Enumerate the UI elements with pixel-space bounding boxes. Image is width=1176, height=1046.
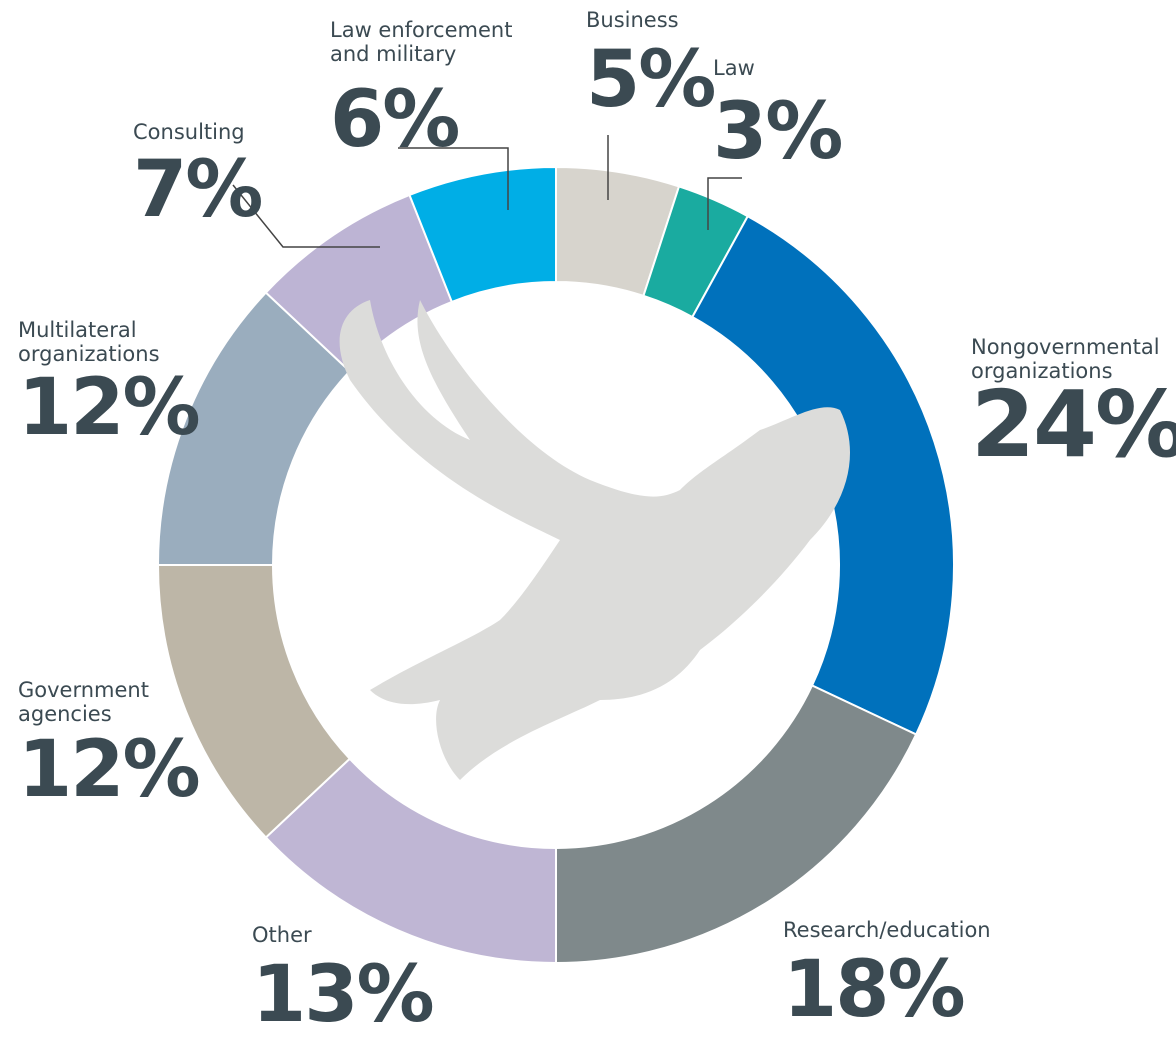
value-label: 3%: [713, 92, 841, 172]
value-label: 18%: [783, 950, 964, 1030]
value-label: 13%: [252, 955, 433, 1035]
category-label: Consulting: [133, 120, 273, 144]
value-label: 12%: [18, 368, 199, 448]
value-label: 12%: [18, 730, 199, 810]
category-label: Law enforcement and military: [330, 18, 550, 66]
category-label: Government agencies: [18, 678, 178, 726]
value-label: 7%: [133, 150, 261, 230]
value-label: 6%: [330, 80, 458, 160]
chart: Business5%Law3%Nongovernmental organizat…: [0, 0, 1176, 1046]
category-label: Multilateral organizations: [18, 318, 188, 366]
category-label: Law: [713, 56, 793, 80]
category-label: Research/education: [783, 918, 1013, 942]
category-label: Other: [252, 923, 352, 947]
category-label: Business: [586, 8, 726, 32]
value-label: 24%: [971, 385, 1176, 465]
value-label: 5%: [586, 40, 714, 120]
